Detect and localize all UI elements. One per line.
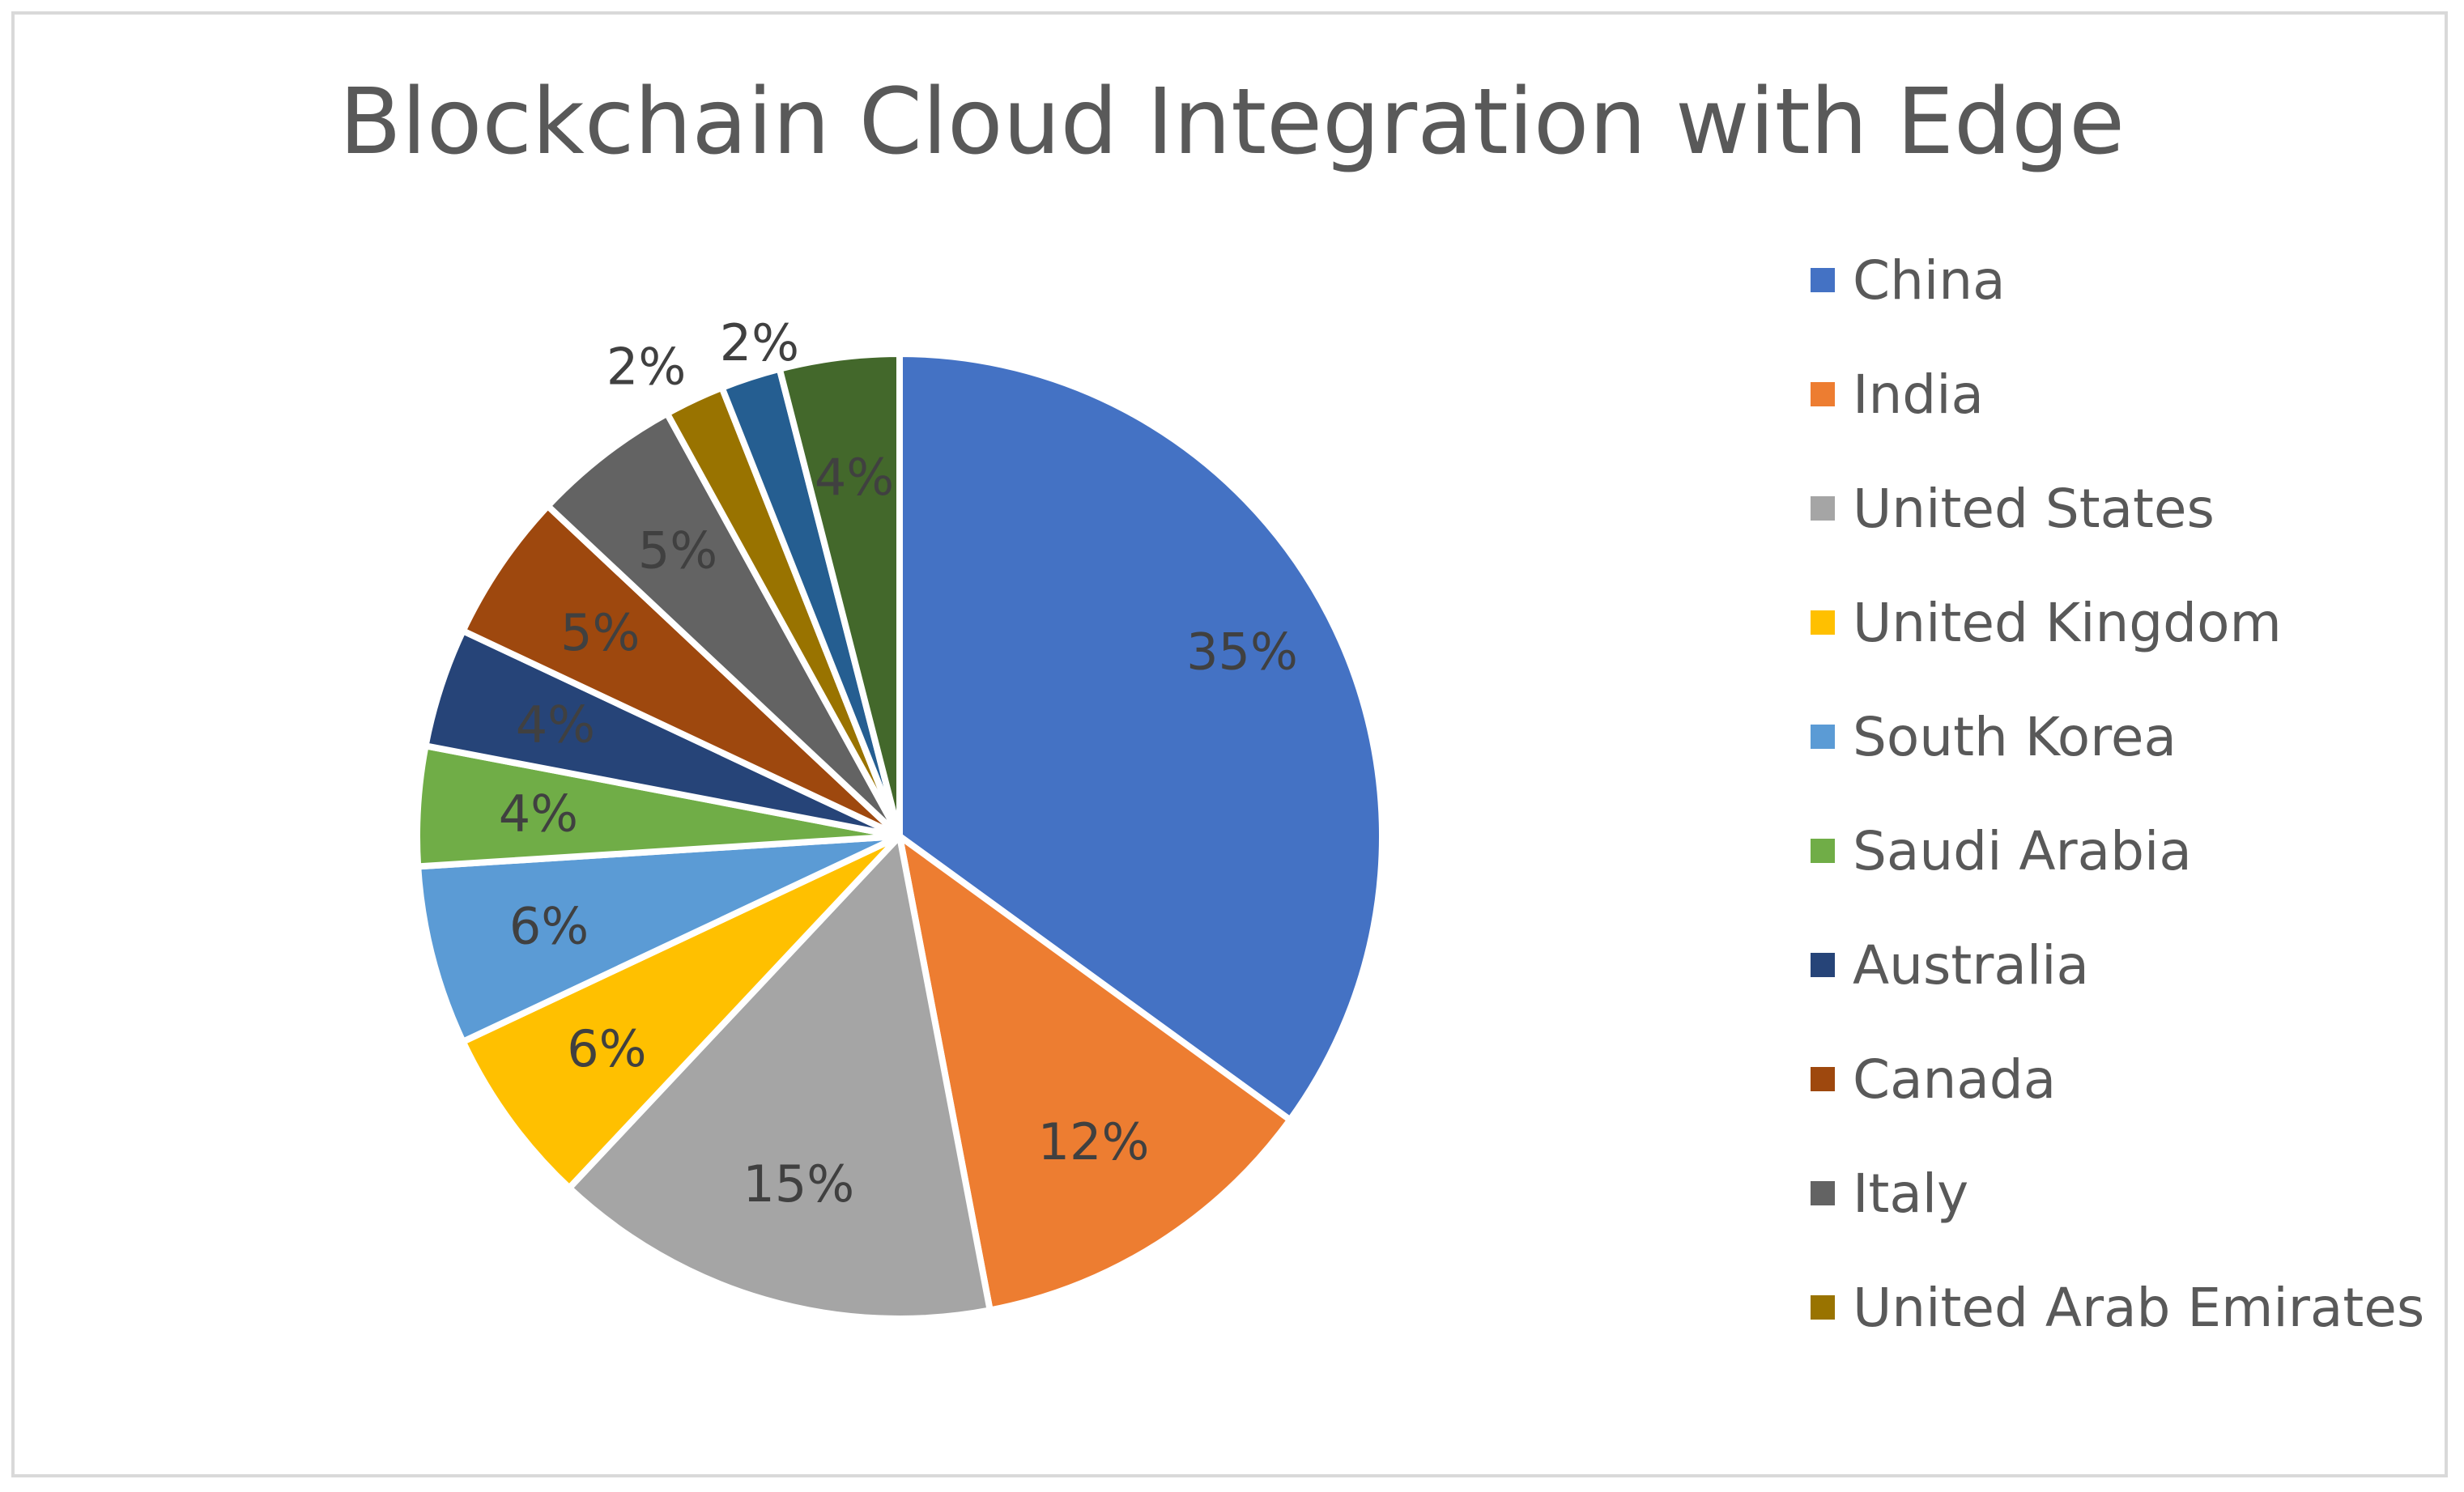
data-label-united-states: 15% xyxy=(743,1154,854,1214)
data-label-china: 35% xyxy=(1186,623,1298,682)
legend-item-italy: Italy xyxy=(1811,1153,1968,1234)
legend-label: China xyxy=(1853,249,2006,312)
legend-item-australia: Australia xyxy=(1811,925,2089,1005)
legend-swatch xyxy=(1811,610,1835,635)
legend-label: United States xyxy=(1853,477,2215,540)
legend-swatch xyxy=(1811,268,1835,292)
pie-data-labels: 35% 12% 15% 6% 6% 4% 4% 5% 5% 2% 2% 4% xyxy=(499,313,1298,1214)
legend-swatch xyxy=(1811,1181,1835,1205)
data-label-italy: 5% xyxy=(638,521,717,580)
pie-slices xyxy=(414,351,1385,1322)
legend-swatch xyxy=(1811,382,1835,406)
data-label-united-arab-emirates: 2% xyxy=(606,338,686,397)
pie-slice-india xyxy=(896,833,1294,1314)
legend-label: Canada xyxy=(1853,1048,2057,1111)
legend-swatch xyxy=(1811,1295,1835,1320)
legend-label: United Kingdom xyxy=(1853,591,2282,654)
legend-item-united-states: United States xyxy=(1811,468,2215,549)
pie-slice-south-korea xyxy=(415,833,903,1045)
pie-slice-canada xyxy=(459,503,903,840)
legend-swatch xyxy=(1811,839,1835,863)
legend-item-india: India xyxy=(1811,354,1984,435)
legend-label: Saudi Arabia xyxy=(1853,819,2192,882)
pie-slice-united-kingdom xyxy=(459,833,903,1192)
legend-swatch xyxy=(1811,725,1835,749)
legend-label: India xyxy=(1853,363,1984,426)
legend-swatch xyxy=(1811,496,1835,521)
pie-slice-china xyxy=(896,351,1385,1124)
legend-label: South Korea xyxy=(1853,705,2177,768)
pie-slice-slice-12 xyxy=(776,351,903,840)
legend-item-united-kingdom: United Kingdom xyxy=(1811,582,2282,663)
legend-item-china: China xyxy=(1811,240,2006,321)
legend-item-canada: Canada xyxy=(1811,1039,2056,1120)
data-label-saudi-arabia: 4% xyxy=(499,784,578,843)
legend-swatch xyxy=(1811,1067,1835,1091)
data-label-slice-11: 2% xyxy=(720,313,799,372)
data-label-india: 12% xyxy=(1038,1112,1150,1171)
legend-label: Italy xyxy=(1853,1162,1969,1225)
legend-swatch xyxy=(1811,953,1835,977)
legend-item-south-korea: South Korea xyxy=(1811,696,2177,777)
data-label-united-kingdom: 6% xyxy=(567,1019,646,1078)
data-label-australia: 4% xyxy=(516,695,595,754)
legend-item-saudi-arabia: Saudi Arabia xyxy=(1811,810,2192,891)
data-label-slice-12: 4% xyxy=(815,448,894,507)
pie-slice-italy xyxy=(544,410,903,840)
legend-label: United Arab Emirates xyxy=(1853,1276,2425,1339)
legend-item-united-arab-emirates: United Arab Emirates xyxy=(1811,1267,2424,1348)
chart-title: Blockchain Cloud Integration with Edge xyxy=(338,70,2126,175)
legend-label: Australia xyxy=(1853,933,2089,997)
data-label-south-korea: 6% xyxy=(509,897,589,956)
pie-slice-united-states xyxy=(566,833,994,1322)
data-label-canada: 5% xyxy=(560,603,640,662)
